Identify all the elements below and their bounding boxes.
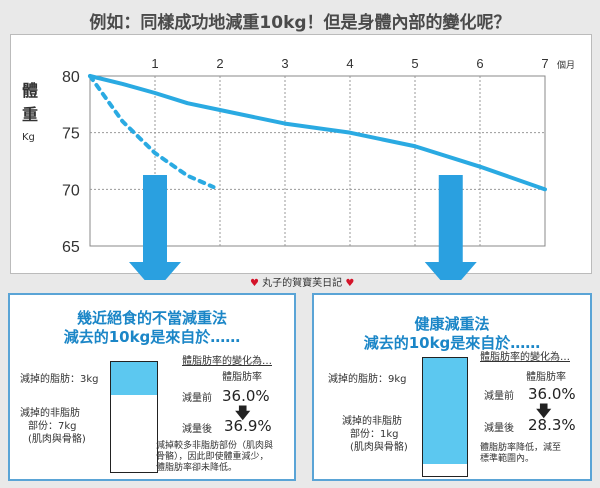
plot-frame [89,75,546,247]
down-arrow-icon [129,175,181,280]
watermark-text: 丸子的賀寶芙日記 [262,278,343,289]
nonfat-label: 減掉的非脂肪 部份：7kg (肌肉與骨骼) [20,408,86,445]
rate-header: 體脂肪率 [222,372,262,383]
healthy-diet-box: 健康減重法 減去的10kg是來自於…… 體脂肪率的變化為… 減掉的脂肪：9kg … [312,293,592,481]
y-tick-label: 75 [62,126,80,143]
change-title: 體脂肪率的變化為… [182,356,272,367]
heart-icon: ♥ [345,278,355,289]
x-tick-label: 4 [346,56,353,71]
after-label: 減量後 [182,424,212,435]
y-tick-label: 65 [62,239,80,256]
y-tick-label: 70 [62,182,80,199]
fat-portion [423,358,467,465]
crash-diet-box: 幾近絕食的不當減重法 減去的10kg是來自於…… 體脂肪率的變化為… 減掉的脂肪… [8,293,296,481]
x-tick-label: 6 [476,56,483,71]
heading-line-1: 幾近絕食的不當減重法 [76,309,227,327]
crash-diet-line [88,74,216,190]
chart-panel [10,34,592,274]
crash-diet-heading: 幾近絕食的不當減重法 減去的10kg是來自於…… [10,309,294,347]
y-unit-label: Kg [22,132,35,143]
arrow-down-icon: 🡇 [235,404,251,422]
x-unit-label: 個月 [557,59,575,71]
heading-line-2: 減去的10kg是來自於…… [363,334,541,352]
fat-label: 減掉的脂肪：9kg [328,374,407,385]
fat-label: 減掉的脂肪：3kg [20,374,99,385]
heart-icon: ♥ [250,278,259,289]
nonfat-label: 減掉的非脂肪 部份：1kg (肌肉與骨骼) [342,416,408,453]
before-label: 減量前 [182,393,212,404]
before-value: 36.0% [222,387,270,405]
x-tick-label: 5 [411,56,418,71]
healthy-diet-line [88,74,547,192]
fat-portion [111,362,157,395]
x-tick-label: 1 [151,56,158,71]
note-text: 體脂肪率降低，減至 標準範圍內。 [480,443,562,464]
watermark: ♥ 丸子的賀寶芙日記 ♥ [250,274,354,289]
heading-line-1: 健康減重法 [414,315,490,333]
after-label: 減量後 [484,423,514,434]
fat-composition-bar [422,357,468,477]
after-value: 28.3% [528,416,576,434]
page-title: 例如：同樣成功地減重10kg！但是身體內部的變化呢？ [89,13,511,33]
x-tick-label: 7 [541,56,548,71]
y-tick-label: 80 [62,69,80,86]
x-tick-label: 2 [216,56,223,71]
down-arrow-icon [424,175,477,280]
note-text: 減掉較多非脂肪部份（肌肉與 骨骼），因此即使體重減少， 體脂肪率卻未降低。 [156,441,274,473]
arrow-down-icon: 🡇 [536,402,552,420]
fat-composition-bar [110,361,158,473]
heading-line-2: 減去的10kg是來自於…… [63,328,241,346]
rate-header: 體脂肪率 [526,372,566,383]
before-label: 減量前 [484,391,514,402]
before-value: 36.0% [528,385,576,403]
change-title: 體脂肪率的變化為… [480,352,570,363]
healthy-diet-heading: 健康減重法 減去的10kg是來自於…… [314,315,590,353]
y-axis-label: 重 [22,105,38,124]
y-axis-label: 體 [22,81,38,100]
x-tick-label: 3 [281,56,288,71]
after-value: 36.9% [224,417,272,435]
